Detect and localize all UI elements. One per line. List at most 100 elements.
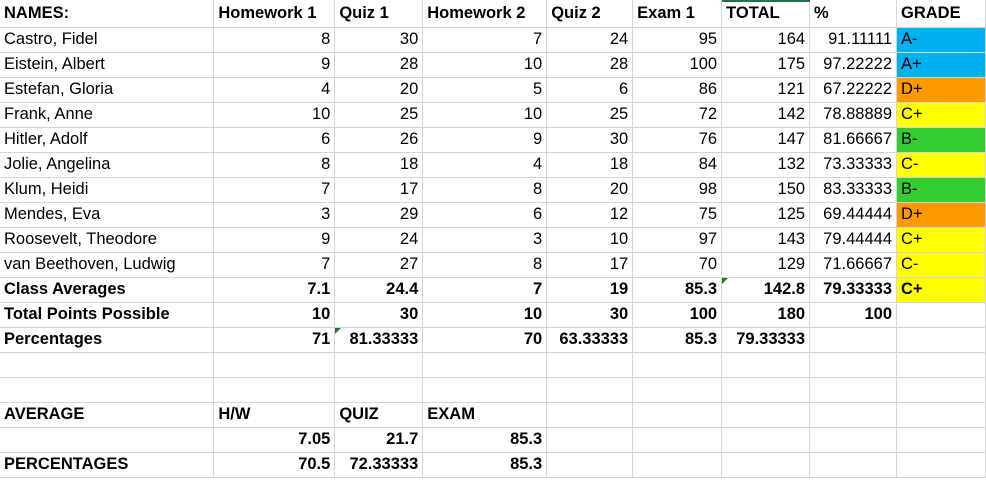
grade-cell[interactable]: B- [896, 176, 986, 203]
score-cell[interactable]: 28 [334, 51, 424, 78]
summary-value[interactable]: 79.33333 [721, 326, 811, 353]
summary-value[interactable] [809, 326, 897, 353]
column-header[interactable]: Homework 1 [213, 0, 336, 28]
score-cell[interactable]: 95 [632, 26, 723, 53]
student-name[interactable]: Mendes, Eva [0, 201, 215, 228]
score-cell[interactable]: 69.44444 [809, 201, 897, 228]
score-cell[interactable]: 175 [721, 51, 811, 78]
score-cell[interactable]: 125 [721, 201, 811, 228]
column-header[interactable]: Homework 2 [422, 0, 548, 28]
score-cell[interactable]: 4 [422, 151, 548, 178]
summary-value[interactable]: 30 [546, 301, 634, 328]
score-cell[interactable]: 142 [721, 101, 811, 128]
score-cell[interactable]: 6 [213, 126, 336, 153]
empty-cell[interactable] [809, 426, 897, 453]
empty-cell[interactable] [0, 351, 215, 378]
score-cell[interactable]: 86 [632, 76, 723, 103]
score-cell[interactable]: 8 [422, 176, 548, 203]
score-cell[interactable]: 24 [334, 226, 424, 253]
summary-value[interactable]: 85.3 [632, 326, 723, 353]
empty-cell[interactable] [334, 351, 424, 378]
score-cell[interactable]: 72 [632, 101, 723, 128]
empty-cell[interactable] [213, 351, 336, 378]
score-cell[interactable]: 18 [546, 151, 634, 178]
score-cell[interactable]: 6 [546, 76, 634, 103]
score-cell[interactable]: 129 [721, 251, 811, 278]
summary-value[interactable]: 85.3 [632, 276, 723, 303]
column-header[interactable]: Quiz 1 [334, 0, 424, 28]
score-cell[interactable]: 30 [546, 126, 634, 153]
score-cell[interactable]: 8 [422, 251, 548, 278]
score-cell[interactable]: 9 [213, 51, 336, 78]
column-header[interactable]: TOTAL [721, 0, 811, 28]
score-cell[interactable]: 17 [334, 176, 424, 203]
score-cell[interactable]: 8 [213, 151, 336, 178]
summary-value[interactable]: 24.4 [334, 276, 424, 303]
empty-cell[interactable] [721, 451, 811, 478]
grade-cell[interactable]: C+ [896, 226, 986, 253]
empty-cell[interactable] [896, 426, 986, 453]
score-cell[interactable]: 20 [546, 176, 634, 203]
average-value[interactable]: 21.7 [334, 426, 424, 453]
student-name[interactable]: Klum, Heidi [0, 176, 215, 203]
percentage-value[interactable]: 70.5 [213, 451, 336, 478]
average-header[interactable]: H/W [213, 401, 336, 428]
summary-value[interactable]: 70 [422, 326, 548, 353]
average-header[interactable]: EXAM [422, 401, 548, 428]
empty-cell[interactable] [546, 401, 634, 428]
empty-cell[interactable] [334, 376, 424, 403]
score-cell[interactable]: 3 [213, 201, 336, 228]
empty-cell[interactable] [721, 426, 811, 453]
score-cell[interactable]: 7 [213, 176, 336, 203]
empty-cell[interactable] [632, 401, 723, 428]
column-header[interactable]: Exam 1 [632, 0, 723, 28]
summary-value[interactable]: 10 [422, 301, 548, 328]
grade-cell[interactable] [896, 326, 986, 353]
score-cell[interactable]: 147 [721, 126, 811, 153]
student-name[interactable]: Castro, Fidel [0, 26, 215, 53]
grade-cell[interactable] [896, 301, 986, 328]
score-cell[interactable]: 75 [632, 201, 723, 228]
summary-value[interactable]: 79.33333 [809, 276, 897, 303]
empty-cell[interactable] [0, 376, 215, 403]
score-cell[interactable]: 67.22222 [809, 76, 897, 103]
average-value[interactable]: 7.05 [213, 426, 336, 453]
score-cell[interactable]: 91.11111 [809, 26, 897, 53]
empty-cell[interactable] [809, 401, 897, 428]
empty-cell[interactable] [896, 451, 986, 478]
score-cell[interactable]: 164 [721, 26, 811, 53]
score-cell[interactable]: 10 [213, 101, 336, 128]
empty-cell[interactable] [422, 351, 548, 378]
summary-value[interactable]: 180 [721, 301, 811, 328]
percentage-value[interactable]: 72.33333 [334, 451, 424, 478]
column-header[interactable]: GRADE [896, 0, 986, 28]
student-name[interactable]: Roosevelt, Theodore [0, 226, 215, 253]
score-cell[interactable]: 8 [213, 26, 336, 53]
empty-cell[interactable] [896, 351, 986, 378]
grade-cell[interactable]: A- [896, 26, 986, 53]
empty-cell[interactable] [809, 351, 897, 378]
score-cell[interactable]: 17 [546, 251, 634, 278]
summary-value[interactable]: 71 [213, 326, 336, 353]
score-cell[interactable]: 18 [334, 151, 424, 178]
student-name[interactable]: Eistein, Albert [0, 51, 215, 78]
column-header[interactable]: NAMES: [0, 0, 215, 28]
score-cell[interactable]: 30 [334, 26, 424, 53]
score-cell[interactable]: 7 [213, 251, 336, 278]
spreadsheet-grid[interactable]: NAMES: Homework 1 Quiz 1 Homework 2 Quiz 2 Ex… [0, 0, 986, 478]
score-cell[interactable]: 97 [632, 226, 723, 253]
grade-cell[interactable]: C- [896, 251, 986, 278]
empty-cell[interactable] [896, 376, 986, 403]
summary-label[interactable]: Class Averages [0, 276, 215, 303]
summary-value[interactable]: 142.8 [721, 276, 811, 303]
column-header[interactable]: Quiz 2 [546, 0, 634, 28]
empty-cell[interactable] [896, 401, 986, 428]
score-cell[interactable]: 27 [334, 251, 424, 278]
score-cell[interactable]: 9 [213, 226, 336, 253]
empty-cell[interactable] [632, 376, 723, 403]
summary-value[interactable]: 19 [546, 276, 634, 303]
grade-cell[interactable]: C+ [896, 276, 986, 303]
empty-cell[interactable] [546, 376, 634, 403]
score-cell[interactable]: 70 [632, 251, 723, 278]
summary-value[interactable]: 7 [422, 276, 548, 303]
